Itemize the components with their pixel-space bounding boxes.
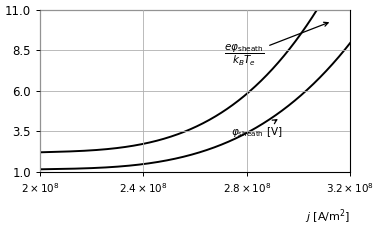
Text: $j\ \mathrm{[A/m^2]}$: $j\ \mathrm{[A/m^2]}$	[305, 207, 350, 226]
Text: $\varphi_{\rm sheath}\ \mathrm{[V]}$: $\varphi_{\rm sheath}\ \mathrm{[V]}$	[231, 120, 283, 139]
Text: $\dfrac{e\varphi_{\rm sheath}}{k_B T_e}$: $\dfrac{e\varphi_{\rm sheath}}{k_B T_e}$	[224, 22, 328, 68]
